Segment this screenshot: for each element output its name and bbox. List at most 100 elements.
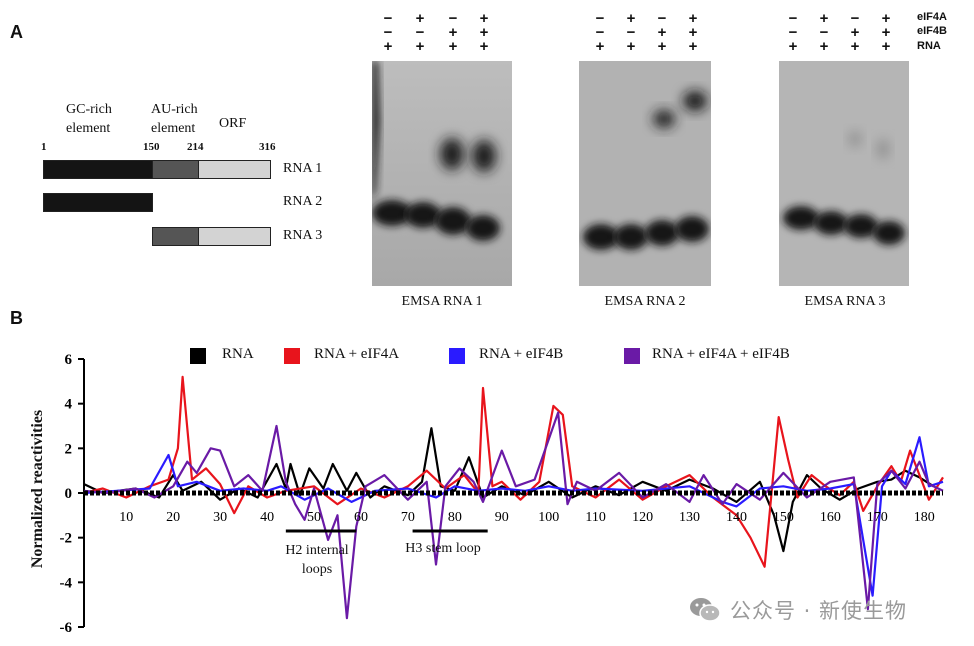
g3-rna-lane-1: + — [788, 38, 798, 55]
x-tick-label: 140 — [726, 510, 747, 525]
g3-rna-lane-3: + — [850, 38, 860, 55]
g3-eif4a-lane-2: + — [819, 10, 829, 27]
legend-label-eif4a-eif4b: RNA + eIF4A + eIF4B — [652, 346, 790, 362]
x-tick-label: 170 — [867, 510, 888, 525]
legend-label-eif4b: RNA + eIF4B — [479, 346, 564, 362]
g2-eif4a-lane-2: + — [626, 10, 636, 27]
x-tick-label: 70 — [401, 510, 415, 525]
g1-rna-lane-4: + — [479, 38, 489, 55]
annotation-h2-internal-loops: H2 internal loops — [285, 543, 349, 577]
watermark: 公众号 · 新使生物 — [688, 592, 907, 628]
g3-rna-lane-2: + — [819, 38, 829, 55]
g2-rna-lane-2: + — [626, 38, 636, 55]
rna1-au-segment — [152, 160, 199, 179]
x-tick-label: 130 — [679, 510, 700, 525]
x-tick-label: 90 — [495, 510, 509, 525]
g3-eif4b-lane-2: − — [819, 24, 829, 41]
g1-eif4b-lane-3: + — [448, 24, 458, 41]
legend-swatch-eif4a — [284, 348, 300, 364]
series-line-1 — [83, 375, 944, 568]
g1-eif4a-lane-1: − — [383, 10, 393, 27]
g2-rna-lane-3: + — [657, 38, 667, 55]
g3-eif4a-lane-3: − — [850, 10, 860, 27]
row-label-eif4b: eIF4B — [917, 25, 947, 37]
gel-caption-rna2: EMSA RNA 2 — [604, 294, 686, 309]
series-line-3 — [83, 411, 944, 620]
gel-caption-rna1: EMSA RNA 1 — [401, 294, 483, 309]
x-tick-label: 80 — [448, 510, 462, 525]
y-tick-label: -2 — [60, 531, 73, 547]
g3-eif4a-lane-4: + — [881, 10, 891, 27]
x-tick-label: 10 — [119, 510, 133, 525]
rna1-gc-segment — [43, 160, 153, 179]
y-tick-label: 6 — [65, 352, 73, 368]
g1-eif4a-lane-3: − — [448, 10, 458, 27]
g3-eif4b-lane-1: − — [788, 24, 798, 41]
pos-316: 316 — [259, 141, 276, 153]
g3-eif4b-lane-4: + — [881, 24, 891, 41]
wechat-logo-icon — [690, 598, 721, 622]
legend-swatch-rna — [190, 348, 206, 364]
x-tick-label: 120 — [632, 510, 653, 525]
y-tick-label: -6 — [60, 620, 73, 636]
au-rich-label: AU-rich element — [151, 102, 198, 136]
x-tick-label: 60 — [354, 510, 368, 525]
g3-rna-lane-4: + — [881, 38, 891, 55]
watermark-text: 公众号 · 新使生物 — [730, 599, 908, 623]
panel-a-letter: A — [10, 22, 23, 42]
panel-b-letter: B — [10, 308, 23, 328]
rna2-label: RNA 2 — [283, 194, 323, 209]
rna3-orf-segment — [198, 227, 271, 246]
g3-eif4a-lane-1: − — [788, 10, 798, 27]
g2-eif4b-lane-3: + — [657, 24, 667, 41]
pos-1: 1 — [41, 141, 47, 153]
g1-rna-lane-1: + — [383, 38, 393, 55]
x-tick-label: 150 — [773, 510, 794, 525]
g2-eif4a-lane-1: − — [595, 10, 605, 27]
g1-eif4b-lane-1: − — [383, 24, 393, 41]
rna3-label: RNA 3 — [283, 228, 323, 243]
g2-eif4a-lane-4: + — [688, 10, 698, 27]
g2-eif4b-lane-2: − — [626, 24, 636, 41]
annotation-h3-stem-loop: H3 stem loop — [405, 541, 481, 556]
rna3-au-segment — [152, 227, 199, 246]
y-tick-label: 2 — [65, 441, 73, 457]
rna2-gc-segment — [43, 193, 153, 212]
reactivity-chart: -6 -4 -2 0 2 4 6 10 20 30 40 50 60 70 80 90 100 110 120 130… — [60, 352, 944, 636]
gel-image-rna2 — [579, 61, 711, 286]
y-tick-label: 4 — [65, 397, 73, 413]
x-tick-label: 160 — [820, 510, 841, 525]
x-tick-label: 30 — [213, 510, 227, 525]
x-tick-label: 110 — [585, 510, 605, 525]
gel-image-rna1 — [372, 61, 512, 286]
x-tick-label: 180 — [914, 510, 935, 525]
y-tick-label: -4 — [60, 575, 73, 591]
g3-eif4b-lane-3: + — [850, 24, 860, 41]
pos-150: 150 — [143, 141, 160, 153]
g1-rna-lane-2: + — [415, 38, 425, 55]
g2-eif4b-lane-4: + — [688, 24, 698, 41]
y-tick-label: 0 — [65, 486, 73, 502]
legend-swatch-eif4b — [449, 348, 465, 364]
g1-eif4b-lane-4: + — [479, 24, 489, 41]
x-tick-label: 20 — [166, 510, 180, 525]
g2-eif4a-lane-3: − — [657, 10, 667, 27]
x-tick-label: 50 — [307, 510, 321, 525]
gc-rich-label: GC-rich element — [66, 102, 112, 136]
x-tick-label: 100 — [538, 510, 559, 525]
row-label-rna: RNA — [917, 40, 941, 52]
g2-eif4b-lane-1: − — [595, 24, 605, 41]
g1-eif4a-lane-4: + — [479, 10, 489, 27]
legend-swatch-eif4a-eif4b — [624, 348, 640, 364]
gel-caption-rna3: EMSA RNA 3 — [804, 294, 886, 309]
rna1-label: RNA 1 — [283, 161, 323, 176]
g1-eif4a-lane-2: + — [415, 10, 425, 27]
g2-rna-lane-4: + — [688, 38, 698, 55]
rna1-orf-segment — [198, 160, 271, 179]
g2-rna-lane-1: + — [595, 38, 605, 55]
gel-image-rna3 — [779, 61, 909, 286]
x-tick-label: 40 — [260, 510, 274, 525]
g1-eif4b-lane-2: − — [415, 24, 425, 41]
legend-label-eif4a: RNA + eIF4A — [314, 346, 400, 362]
g1-rna-lane-3: + — [448, 38, 458, 55]
